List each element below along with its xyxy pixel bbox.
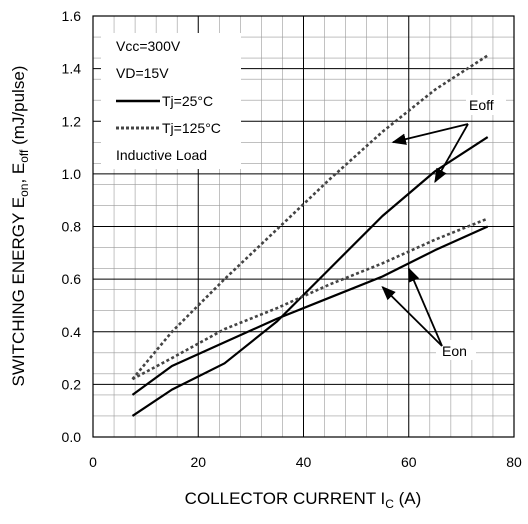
y-axis-title-s2: off xyxy=(17,149,31,163)
annotation-eoff: Eoff xyxy=(469,97,494,113)
series-lines xyxy=(131,54,489,417)
x-axis-title-sub: C xyxy=(385,497,394,511)
y-axis-title-p3: (mJ/pulse) xyxy=(9,66,28,150)
x-tick-label: 40 xyxy=(296,454,312,470)
annotation-arrow-eon xyxy=(381,286,443,347)
series-line-tj125c-eoff xyxy=(131,54,489,380)
y-tick-label: 0.0 xyxy=(62,429,82,445)
y-tick-label: 0.4 xyxy=(62,324,82,340)
condition-vcc: Vcc=300V xyxy=(116,38,181,54)
legend-label-tj125: Tj=125°C xyxy=(162,120,221,136)
x-tick-label: 0 xyxy=(89,454,97,470)
series-line-tj125c-eon xyxy=(131,217,489,381)
x-tick-label: 20 xyxy=(190,454,206,470)
condition-vd: VD=15V xyxy=(116,65,169,81)
x-tick-labels: 0 20 40 60 80 xyxy=(89,454,522,470)
y-axis-title-s1: on xyxy=(17,184,31,197)
x-tick-label: 60 xyxy=(401,454,417,470)
y-tick-label: 0.6 xyxy=(62,271,82,287)
legend-note-inductive-load: Inductive Load xyxy=(116,147,207,163)
x-axis-title-tail: (A) xyxy=(394,489,421,508)
legend-label-tj25: Tj=25°C xyxy=(162,93,213,109)
y-tick-label: 1.6 xyxy=(62,8,82,24)
y-axis-title-p2: , E xyxy=(9,163,28,184)
y-tick-label: 0.2 xyxy=(62,376,82,392)
y-tick-labels: 0.0 0.2 0.4 0.6 0.8 1.0 1.2 1.4 1.6 xyxy=(62,8,82,445)
annotation-eon: Eon xyxy=(442,343,467,359)
y-axis-title-p1: SWITCHING ENERGY E xyxy=(9,197,28,387)
eon-label-background xyxy=(436,340,476,360)
series-line-tj25c-eoff xyxy=(131,136,489,417)
y-axis-title: SWITCHING ENERGY Eon, Eoff (mJ/pulse) xyxy=(9,66,31,387)
annotation-arrow-eon xyxy=(407,267,443,347)
plot-frame xyxy=(92,15,515,438)
annotation-arrows xyxy=(381,123,469,347)
x-axis-title: COLLECTOR CURRENT IC (A) xyxy=(185,489,422,511)
y-tick-label: 1.4 xyxy=(62,61,82,77)
x-axis-title-main: COLLECTOR CURRENT I xyxy=(185,489,386,508)
annotation-arrow-eoff xyxy=(434,123,469,184)
annotation-arrow-eoff xyxy=(391,123,469,145)
x-tick-label: 80 xyxy=(506,454,522,470)
eoff-label-background xyxy=(466,95,506,115)
y-tick-label: 1.2 xyxy=(62,113,82,129)
y-tick-label: 0.8 xyxy=(62,219,82,235)
series-line-tj25c-eon xyxy=(131,225,489,396)
y-tick-label: 1.0 xyxy=(62,166,82,182)
